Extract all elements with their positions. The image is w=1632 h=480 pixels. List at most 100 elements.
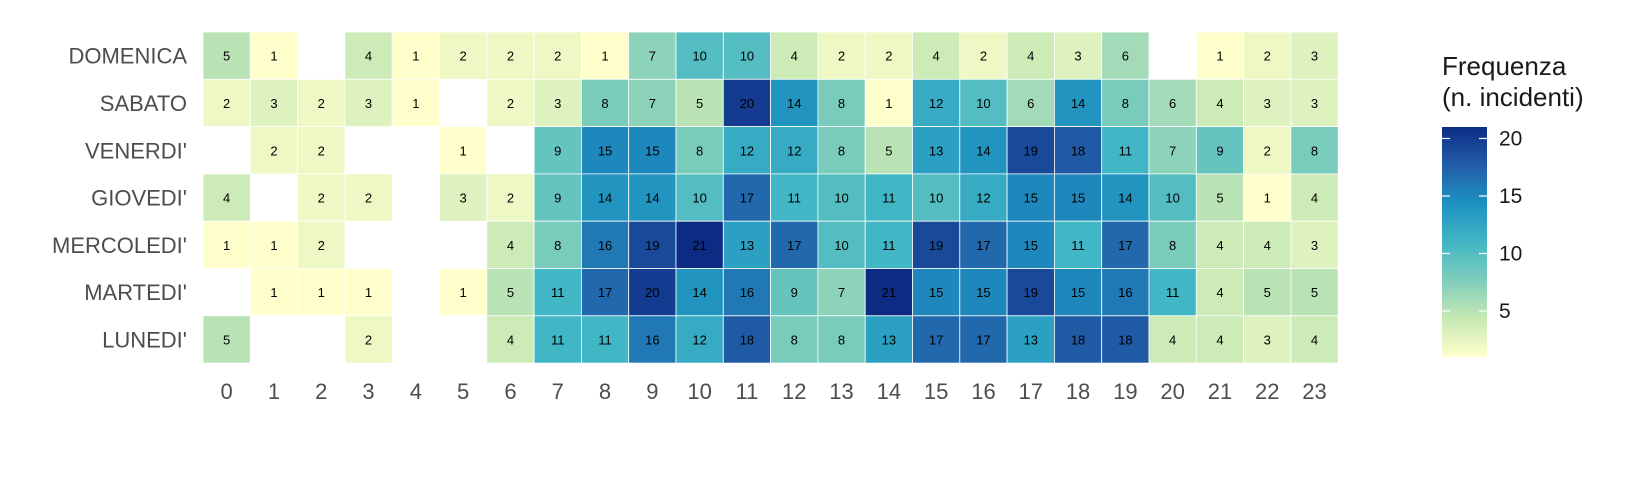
heatmap-cell	[202, 31, 251, 80]
cell-value-label: 4	[1311, 191, 1318, 206]
cell-value-label: 7	[838, 285, 845, 300]
y-tick-label: GIOVEDI'	[91, 186, 187, 211]
cell-value-label: 6	[1027, 96, 1034, 111]
heatmap-cell	[344, 173, 393, 222]
cell-value-label: 10	[692, 191, 706, 206]
cell-value-label: 9	[554, 143, 561, 158]
cell-value-label: 18	[740, 332, 754, 347]
heatmap-cell	[1006, 220, 1055, 269]
heatmap-cell	[439, 268, 488, 317]
cell-value-label: 9	[554, 191, 561, 206]
heatmap-cell	[1101, 31, 1150, 80]
cell-value-label: 16	[598, 238, 612, 253]
heatmap-cell	[202, 220, 251, 269]
x-tick-label: 17	[1019, 379, 1043, 404]
y-tick-label: DOMENICA	[68, 44, 187, 69]
heatmap-cell	[770, 173, 819, 222]
heatmap-cell	[722, 126, 771, 175]
cell-value-label: 10	[740, 49, 754, 64]
cell-value-label: 14	[1118, 191, 1132, 206]
heatmap-cell	[1195, 31, 1245, 80]
cell-value-label: 3	[1074, 49, 1081, 64]
cell-value-label: 15	[976, 285, 990, 300]
x-tick-label: 18	[1066, 379, 1090, 404]
x-axis-labels: 0 1 2 3 4 5 6 7 8 9 10 11 12 13 14 15 16 17 18 19 20 21 22 23	[221, 379, 1327, 404]
heatmap-cell	[1195, 315, 1245, 364]
heatmap-cell	[770, 126, 819, 175]
heatmap-cell	[249, 268, 299, 317]
heatmap-cell	[297, 78, 346, 128]
heatmap-cell	[817, 173, 866, 222]
heatmap-cell	[675, 173, 724, 222]
y-tick-label: SABATO	[100, 91, 187, 116]
cell-value-label: 11	[882, 191, 896, 206]
cell-value-label: 6	[1122, 49, 1129, 64]
cell-value-label: 1	[223, 238, 230, 253]
cell-value-label: 21	[692, 238, 706, 253]
heatmap-cell	[864, 173, 913, 222]
cell-value-label: 13	[740, 238, 754, 253]
heatmap-cell	[486, 220, 535, 269]
cell-value-label: 4	[1027, 49, 1034, 64]
cell-value-label: 4	[1216, 238, 1223, 253]
heatmap-cell	[297, 126, 346, 175]
heatmap-cell	[533, 78, 582, 128]
heatmap-cell	[628, 78, 677, 128]
cell-value-label: 10	[929, 191, 943, 206]
heatmap-cell	[864, 220, 913, 269]
heatmap-cell	[1101, 173, 1150, 222]
heatmap-cell	[1290, 220, 1339, 269]
heatmap-cell	[675, 31, 724, 80]
cell-value-label: 15	[929, 285, 943, 300]
heatmap-cell	[1243, 31, 1292, 80]
heatmap-cell	[864, 31, 913, 80]
y-tick-label: LUNEDI'	[102, 327, 187, 352]
heatmap-cell	[1101, 315, 1150, 364]
cell-value-label: 2	[838, 49, 845, 64]
cell-value-label: 19	[645, 238, 659, 253]
heatmap-cell	[1006, 268, 1055, 317]
heatmap-cell	[486, 78, 535, 128]
x-tick-label: 7	[552, 379, 564, 404]
cell-value-label: 16	[740, 285, 754, 300]
x-tick-label: 8	[599, 379, 611, 404]
heatmap-cell	[1243, 315, 1292, 364]
cell-value-label: 11	[882, 238, 896, 253]
cell-value-label: 5	[223, 332, 230, 347]
cell-value-label: 3	[1264, 96, 1271, 111]
cell-value-label: 19	[1024, 285, 1038, 300]
heatmap-cell	[1148, 315, 1197, 364]
heatmap-cell	[202, 173, 251, 222]
heatmap-cell	[297, 268, 346, 317]
cell-value-label: 3	[365, 96, 372, 111]
cell-value-label: 2	[318, 143, 325, 158]
cell-value-label: 1	[412, 49, 419, 64]
heatmap-cell	[912, 220, 961, 269]
x-tick-label: 11	[736, 379, 759, 404]
heatmap-cell	[912, 173, 961, 222]
cell-value-label: 8	[1311, 143, 1318, 158]
legend-ticks: 5 10 15 20	[1442, 128, 1522, 323]
heatmap-cell	[1243, 126, 1292, 175]
cell-value-label: 6	[1169, 96, 1176, 111]
heatmap-cell	[675, 315, 724, 364]
cell-value-label: 14	[692, 285, 706, 300]
heatmap-cell	[1006, 126, 1055, 175]
cell-value-label: 15	[598, 143, 612, 158]
heatmap-cell	[959, 31, 1008, 80]
cell-value-label: 4	[1216, 96, 1223, 111]
cell-value-label: 11	[1071, 238, 1085, 253]
cell-value-label: 2	[554, 49, 561, 64]
x-tick-label: 16	[971, 379, 995, 404]
x-tick-label: 15	[924, 379, 948, 404]
cell-value-label: 4	[791, 49, 798, 64]
heatmap-cell	[722, 268, 771, 317]
cell-value-label: 8	[838, 143, 845, 158]
cell-value-label: 3	[1311, 96, 1318, 111]
heatmap-cell	[1054, 220, 1103, 269]
heatmap-cell	[722, 173, 771, 222]
heatmap-cell	[1006, 173, 1055, 222]
x-tick-label: 6	[504, 379, 516, 404]
x-tick-label: 23	[1302, 379, 1326, 404]
x-tick-label: 14	[877, 379, 901, 404]
